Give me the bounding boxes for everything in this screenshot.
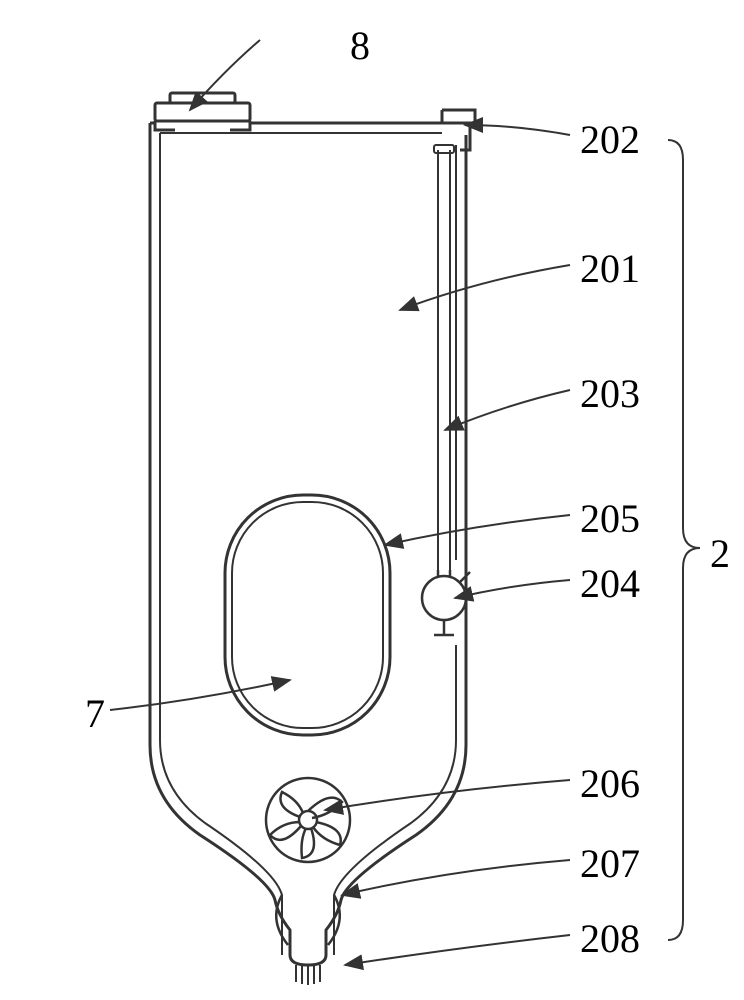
container-outline [150,123,466,965]
label-7: 7 [85,690,105,737]
inner-wall [160,133,456,955]
label-206: 206 [580,760,640,807]
vessel-body [150,93,475,985]
leader-203 [445,390,570,430]
label-207: 207 [580,840,640,887]
leader-201 [400,265,570,310]
leader-207 [342,860,570,895]
top-cap [155,93,250,130]
window [225,495,390,735]
leader-204 [455,580,570,598]
leader-202 [465,125,570,135]
leader-205 [385,515,570,545]
diagram-canvas: 8 202 201 203 205 204 7 206 207 208 2 [0,0,744,1000]
brush-tip [296,965,320,985]
label-203: 203 [580,370,640,417]
impeller [266,778,350,862]
label-205: 205 [580,495,640,542]
label-204: 204 [580,560,640,607]
side-tube [434,145,454,570]
label-2: 2 [710,530,730,577]
leader-208 [345,935,570,965]
tube-valve [422,570,470,635]
label-202: 202 [580,116,640,163]
label-201: 201 [580,245,640,292]
leaders [110,40,570,965]
brace-2 [668,140,700,940]
leader-7 [110,680,290,710]
label-208: 208 [580,915,640,962]
bottom-bulb [276,895,340,945]
leader-8 [190,40,260,110]
label-8: 8 [350,22,370,69]
